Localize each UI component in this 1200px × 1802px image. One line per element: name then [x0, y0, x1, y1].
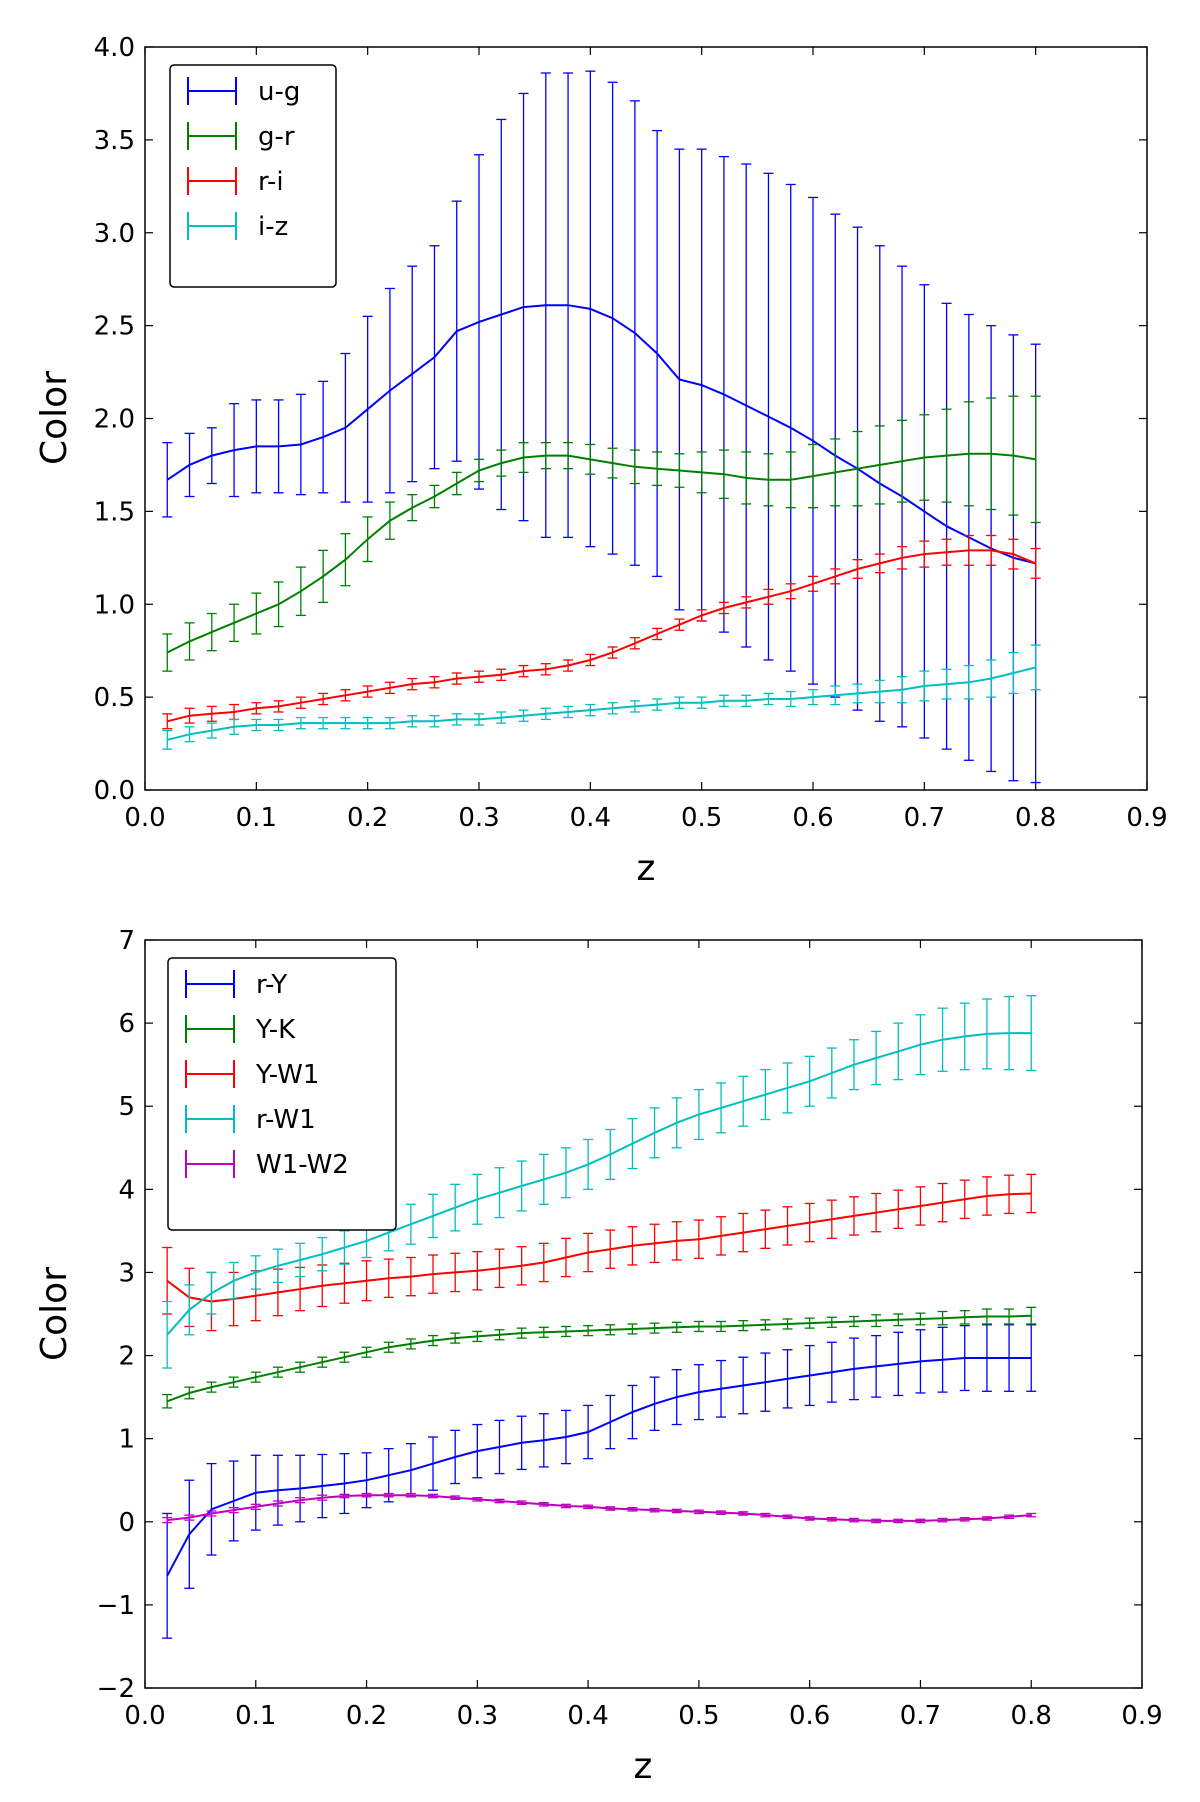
bottom-x-tick-label: 0.0: [124, 1701, 165, 1731]
bottom-legend-label: r-W1: [256, 1105, 316, 1135]
top-x-tick-label: 0.1: [236, 803, 277, 833]
bottom-x-tick-label: 0.3: [457, 1701, 498, 1731]
top-x-tick-label: 0.2: [347, 803, 388, 833]
bottom-y-tick-label: 0: [118, 1508, 135, 1538]
bottom-series-r-Y: [162, 1324, 1037, 1639]
bottom-x-tick-label: 0.7: [900, 1701, 941, 1731]
bottom-legend-item-r-W1: r-W1: [185, 1105, 316, 1135]
top-x-tick-label: 0.6: [792, 803, 833, 833]
top-legend-item-r-i: r-i: [187, 167, 284, 197]
bottom-plot-marks: [162, 995, 1037, 1639]
bottom-y-tick-label: 7: [118, 926, 135, 956]
bottom-x-tick-label: 0.5: [678, 1701, 719, 1731]
bottom-x-tick-label: 0.1: [235, 1701, 276, 1731]
top-legend-item-u-g: u-g: [187, 77, 300, 107]
top-series-line-i-z: [167, 666, 1036, 741]
bottom-panel: 0.0 0.1 0.2 0.3 0.4 0.5 0.6 0.7 0.8 0.9 −2 −1 0 1 2 3 4 5…: [34, 926, 1163, 1787]
top-legend-label: g-r: [258, 122, 295, 152]
bottom-x-tick-label: 0.6: [789, 1701, 830, 1731]
bottom-legend: r-Y Y-K Y-W1 r-W1 W1-W2: [167, 957, 397, 1231]
bottom-legend-label: r-Y: [256, 970, 287, 1000]
top-series-g-r: [162, 395, 1041, 672]
top-x-tick-label: 0.4: [570, 803, 611, 833]
bottom-legend-item-r-Y: r-Y: [185, 970, 287, 1000]
bottom-legend-item-Y-W1: Y-W1: [185, 1060, 319, 1090]
bottom-legend-label: Y-W1: [255, 1060, 319, 1090]
bottom-y-tick-label: 3: [118, 1258, 135, 1288]
bottom-y-tick-label: −1: [97, 1591, 135, 1621]
bottom-y-tick-label: 2: [118, 1342, 135, 1372]
bottom-series-line-W1-W2: [167, 1494, 1032, 1522]
top-x-axis-label: z: [637, 848, 656, 889]
bottom-legend-label: W1-W2: [256, 1150, 349, 1180]
bottom-series-W1-W2: [162, 1492, 1037, 1524]
top-legend-label: u-g: [258, 77, 300, 107]
top-x-tick-label: 0.5: [681, 803, 722, 833]
top-axis-ticks: 0.0 0.1 0.2 0.3 0.4 0.5 0.6 0.7 0.8 0.9 0.0 0.5 1.0 1…: [94, 33, 1168, 833]
bottom-series-line-Y-K: [166, 1314, 1032, 1403]
bottom-y-tick-label: −2: [97, 1674, 135, 1704]
top-y-tick-label: 2.0: [94, 405, 135, 435]
bottom-x-tick-label: 0.9: [1121, 1701, 1162, 1731]
bottom-y-axis-label: Color: [34, 1267, 75, 1361]
top-legend-item-g-r: g-r: [187, 122, 295, 152]
top-series-line-u-g: [166, 304, 1036, 565]
bottom-series-r-W1: [162, 995, 1037, 1369]
top-y-tick-label: 4.0: [94, 33, 135, 63]
top-legend: u-g g-r r-i i-z: [169, 64, 337, 288]
top-x-tick-label: 0.7: [904, 803, 945, 833]
bottom-x-axis-label: z: [634, 1746, 653, 1787]
top-y-tick-label: 1.5: [94, 497, 135, 527]
bottom-axis-ticks: 0.0 0.1 0.2 0.3 0.4 0.5 0.6 0.7 0.8 0.9 −2 −1 0 1 2 3 4 5…: [97, 926, 1163, 1731]
top-x-tick-label: 0.0: [124, 803, 165, 833]
bottom-y-tick-label: 6: [118, 1009, 135, 1039]
top-y-tick-label: 0.5: [94, 683, 135, 713]
bottom-series-Y-K: [162, 1306, 1037, 1409]
bottom-legend-box: [167, 957, 397, 1231]
bottom-series-line-r-Y: [166, 1357, 1032, 1577]
top-legend-box: [169, 64, 337, 288]
bottom-x-tick-label: 0.4: [567, 1701, 608, 1731]
top-x-tick-label: 0.8: [1015, 803, 1056, 833]
bottom-y-tick-label: 4: [118, 1175, 135, 1205]
bottom-series-line-Y-W1: [166, 1192, 1032, 1303]
top-y-tick-label: 2.5: [94, 312, 135, 342]
bottom-y-tick-label: 1: [118, 1425, 135, 1455]
top-y-axis-label: Color: [34, 371, 75, 465]
bottom-legend-label: Y-K: [255, 1015, 296, 1045]
top-y-tick-label: 0.0: [94, 776, 135, 806]
bottom-x-tick-label: 0.2: [346, 1701, 387, 1731]
top-legend-label: r-i: [258, 167, 284, 197]
bottom-y-tick-label: 5: [118, 1092, 135, 1122]
top-plot-marks: [162, 70, 1041, 784]
bottom-legend-item-W1-W2: W1-W2: [185, 1150, 349, 1180]
top-series-line-r-i: [167, 549, 1037, 723]
top-y-tick-label: 1.0: [94, 590, 135, 620]
top-x-tick-label: 0.9: [1126, 803, 1167, 833]
bottom-series-line-r-W1: [166, 1032, 1032, 1336]
top-series-i-z: [162, 644, 1041, 750]
top-series-line-g-r: [166, 452, 1036, 654]
bottom-x-tick-label: 0.8: [1011, 1701, 1052, 1731]
top-series-r-i: [162, 534, 1041, 730]
bottom-legend-item-Y-K: Y-K: [185, 1015, 296, 1045]
top-legend-label: i-z: [258, 212, 288, 242]
top-panel: 0.0 0.1 0.2 0.3 0.4 0.5 0.6 0.7 0.8 0.9 0.0 0.5 1.0 1…: [34, 33, 1168, 889]
top-x-tick-label: 0.3: [458, 803, 499, 833]
top-legend-item-i-z: i-z: [187, 212, 288, 242]
top-y-tick-label: 3.5: [94, 126, 135, 156]
top-y-tick-label: 3.0: [94, 219, 135, 249]
